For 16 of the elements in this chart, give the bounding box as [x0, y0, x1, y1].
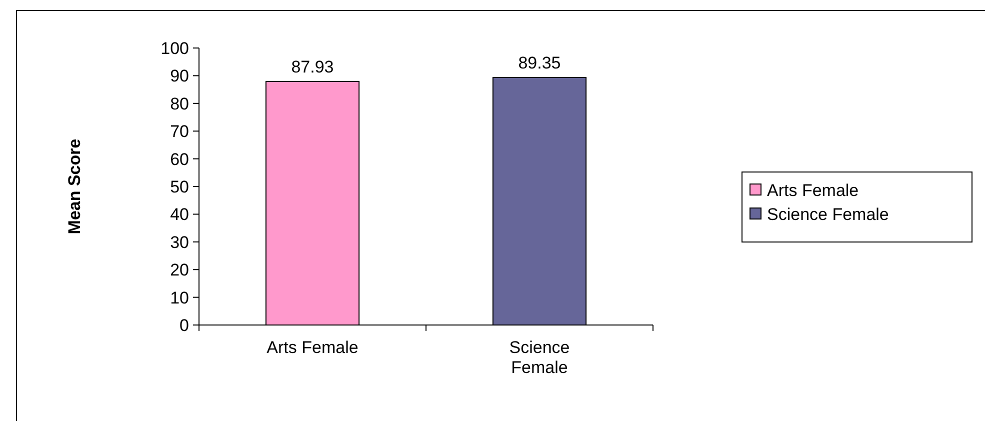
data-label: 87.93	[291, 57, 334, 76]
y-tick-label: 80	[170, 94, 189, 114]
y-tick-label: 70	[170, 122, 189, 142]
y-tick-label: 90	[170, 66, 189, 86]
y-tick-label: 0	[180, 316, 189, 335]
y-tick-label: 10	[170, 288, 189, 308]
y-tick-label: 100	[160, 38, 189, 58]
y-tick-label: 30	[170, 232, 189, 252]
y-tick-label: 60	[170, 150, 189, 169]
legend-label: Science Female	[767, 204, 889, 224]
legend-label: Arts Female	[767, 180, 859, 200]
y-axis-title: Mean Score	[65, 138, 84, 234]
y-tick-label: 40	[170, 205, 189, 224]
y-tick-label: 20	[170, 260, 189, 280]
y-tick-label: 50	[170, 177, 189, 196]
data-label: 89.35	[518, 54, 561, 72]
